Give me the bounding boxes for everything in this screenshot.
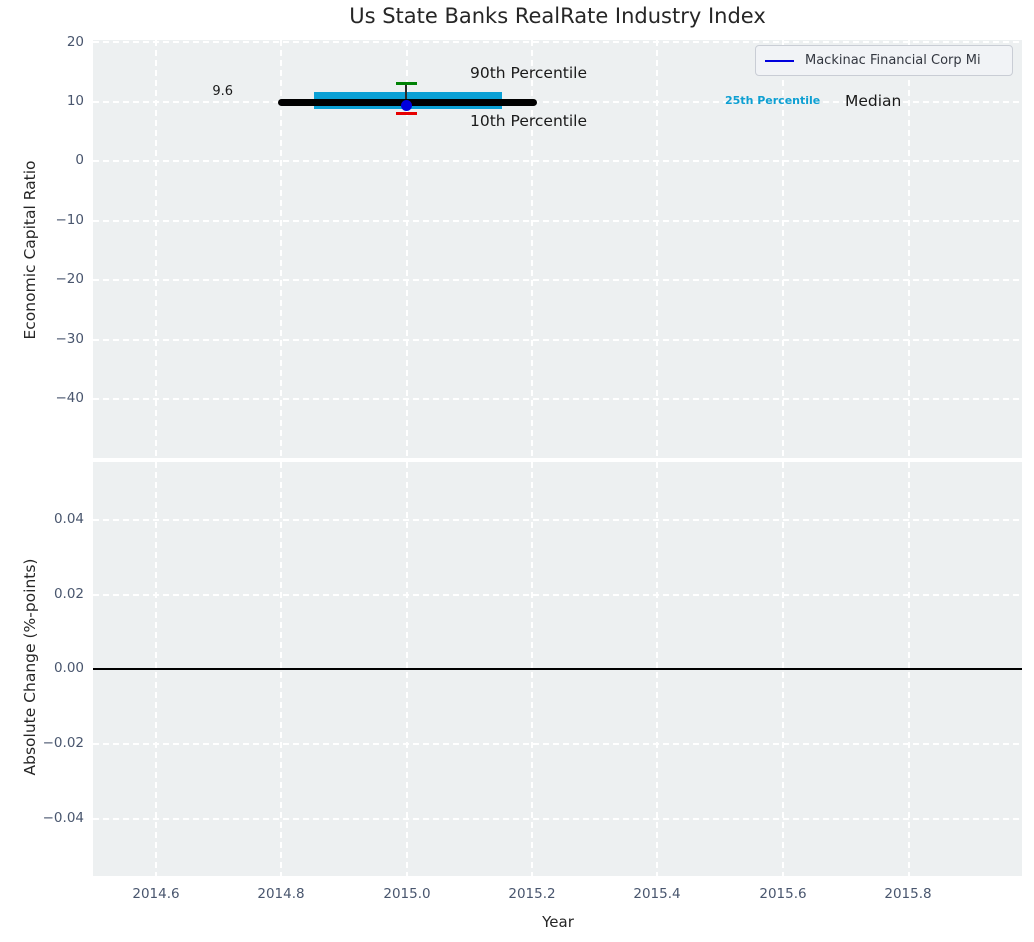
y-tick-label: −20 [55,271,85,287]
y-tick-label: −40 [55,390,85,406]
x-tick-label: 2015.6 [759,886,807,902]
median-label: Median [845,92,902,110]
y-tick-label: 10 [66,93,84,109]
gridline [93,41,1022,43]
y-tick-label: 0 [75,152,84,168]
y-tick-label: −0.04 [42,810,84,826]
x-tick-label: 2015.2 [508,886,556,902]
legend: Mackinac Financial Corp Mi [755,45,1013,76]
gridline [280,40,282,458]
bottom-plot-area [93,462,1022,876]
y-tick-label: −30 [55,331,85,347]
gridline [93,100,1022,103]
x-tick-label: 2014.8 [257,886,305,902]
gridline [155,40,157,458]
top-plot-area: 9.6 90th Percentile 10th Percentile 25th… [93,40,1022,458]
gridline [93,743,1022,745]
x-axis-label: Year [542,913,574,931]
legend-line-sample [765,59,794,62]
x-tick-label: 2014.6 [132,886,180,902]
gridline [93,279,1022,281]
x-tick-label: 2015.0 [383,886,431,902]
gridline [656,40,658,458]
gridline [93,219,1022,222]
gridline [93,817,1022,820]
gridline [531,40,533,458]
percentile-10-cap [396,111,417,115]
x-tick-label: 2015.4 [633,886,681,902]
percentile-90-cap [396,82,417,85]
y-tick-label: −0.02 [42,735,84,751]
gridline [93,593,1022,596]
x-tick-label: 2015.8 [884,886,932,902]
y-tick-label: −10 [55,212,85,228]
y-tick-label: 0.02 [53,586,84,602]
bottom-y-axis-label: Absolute Change (%-points) [21,558,39,776]
gridline [93,338,1022,341]
chart-title: Us State Banks RealRate Industry Index [349,4,766,28]
gridline [782,40,784,458]
y-tick-label: 0.04 [53,511,84,527]
zero-reference-line [93,667,1022,670]
legend-entry-label: Mackinac Financial Corp Mi [805,53,981,68]
gridline [93,519,1022,521]
y-tick-label: 0.00 [53,660,84,676]
median-value-label: 9.6 [212,84,233,99]
company-marker-dot [401,100,412,111]
percentile-10-label: 10th Percentile [470,112,588,130]
top-y-axis-label: Economic Capital Ratio [21,160,39,340]
gridline [93,160,1022,162]
percentile-25-label: 25th Percentile [725,94,821,107]
percentile-90-label: 90th Percentile [470,64,588,82]
whisker-line [405,84,407,103]
y-tick-label: 20 [66,34,84,50]
gridline [908,40,910,458]
gridline [93,398,1022,400]
gridline [406,40,408,458]
